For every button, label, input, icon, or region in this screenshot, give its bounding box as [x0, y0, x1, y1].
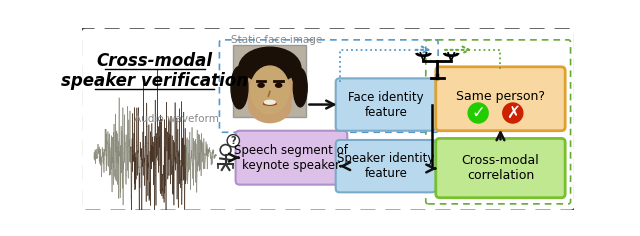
Circle shape [220, 145, 231, 155]
Ellipse shape [239, 47, 301, 89]
Ellipse shape [276, 83, 282, 87]
FancyBboxPatch shape [436, 67, 565, 131]
Ellipse shape [264, 100, 275, 104]
Text: Speaker identity
feature: Speaker identity feature [337, 152, 435, 180]
Bar [234, 45, 307, 117]
Text: Cross-modal
correlation: Cross-modal correlation [461, 154, 540, 182]
Ellipse shape [251, 66, 289, 114]
Text: Face identity
feature: Face identity feature [348, 91, 424, 118]
Text: Speech segment of
keynote speaker: Speech segment of keynote speaker [234, 144, 348, 172]
Ellipse shape [231, 67, 248, 109]
Text: Static face image: Static face image [231, 35, 322, 45]
Circle shape [227, 135, 239, 147]
Text: Cross-modal: Cross-modal [97, 52, 213, 70]
Text: ?: ? [230, 136, 236, 146]
Ellipse shape [247, 62, 293, 118]
Circle shape [468, 103, 488, 123]
FancyBboxPatch shape [336, 140, 436, 192]
FancyBboxPatch shape [336, 78, 436, 131]
Text: Same person?: Same person? [456, 90, 545, 103]
FancyBboxPatch shape [436, 139, 565, 198]
Ellipse shape [249, 88, 291, 123]
Text: ✓: ✓ [471, 104, 485, 122]
Ellipse shape [293, 68, 307, 107]
Ellipse shape [243, 51, 297, 83]
Text: speaker verification: speaker verification [61, 72, 248, 90]
Text: ✗: ✗ [506, 104, 520, 122]
Circle shape [503, 103, 523, 123]
Ellipse shape [258, 83, 264, 87]
FancyBboxPatch shape [236, 131, 348, 185]
Text: Audio waveform: Audio waveform [134, 114, 219, 124]
